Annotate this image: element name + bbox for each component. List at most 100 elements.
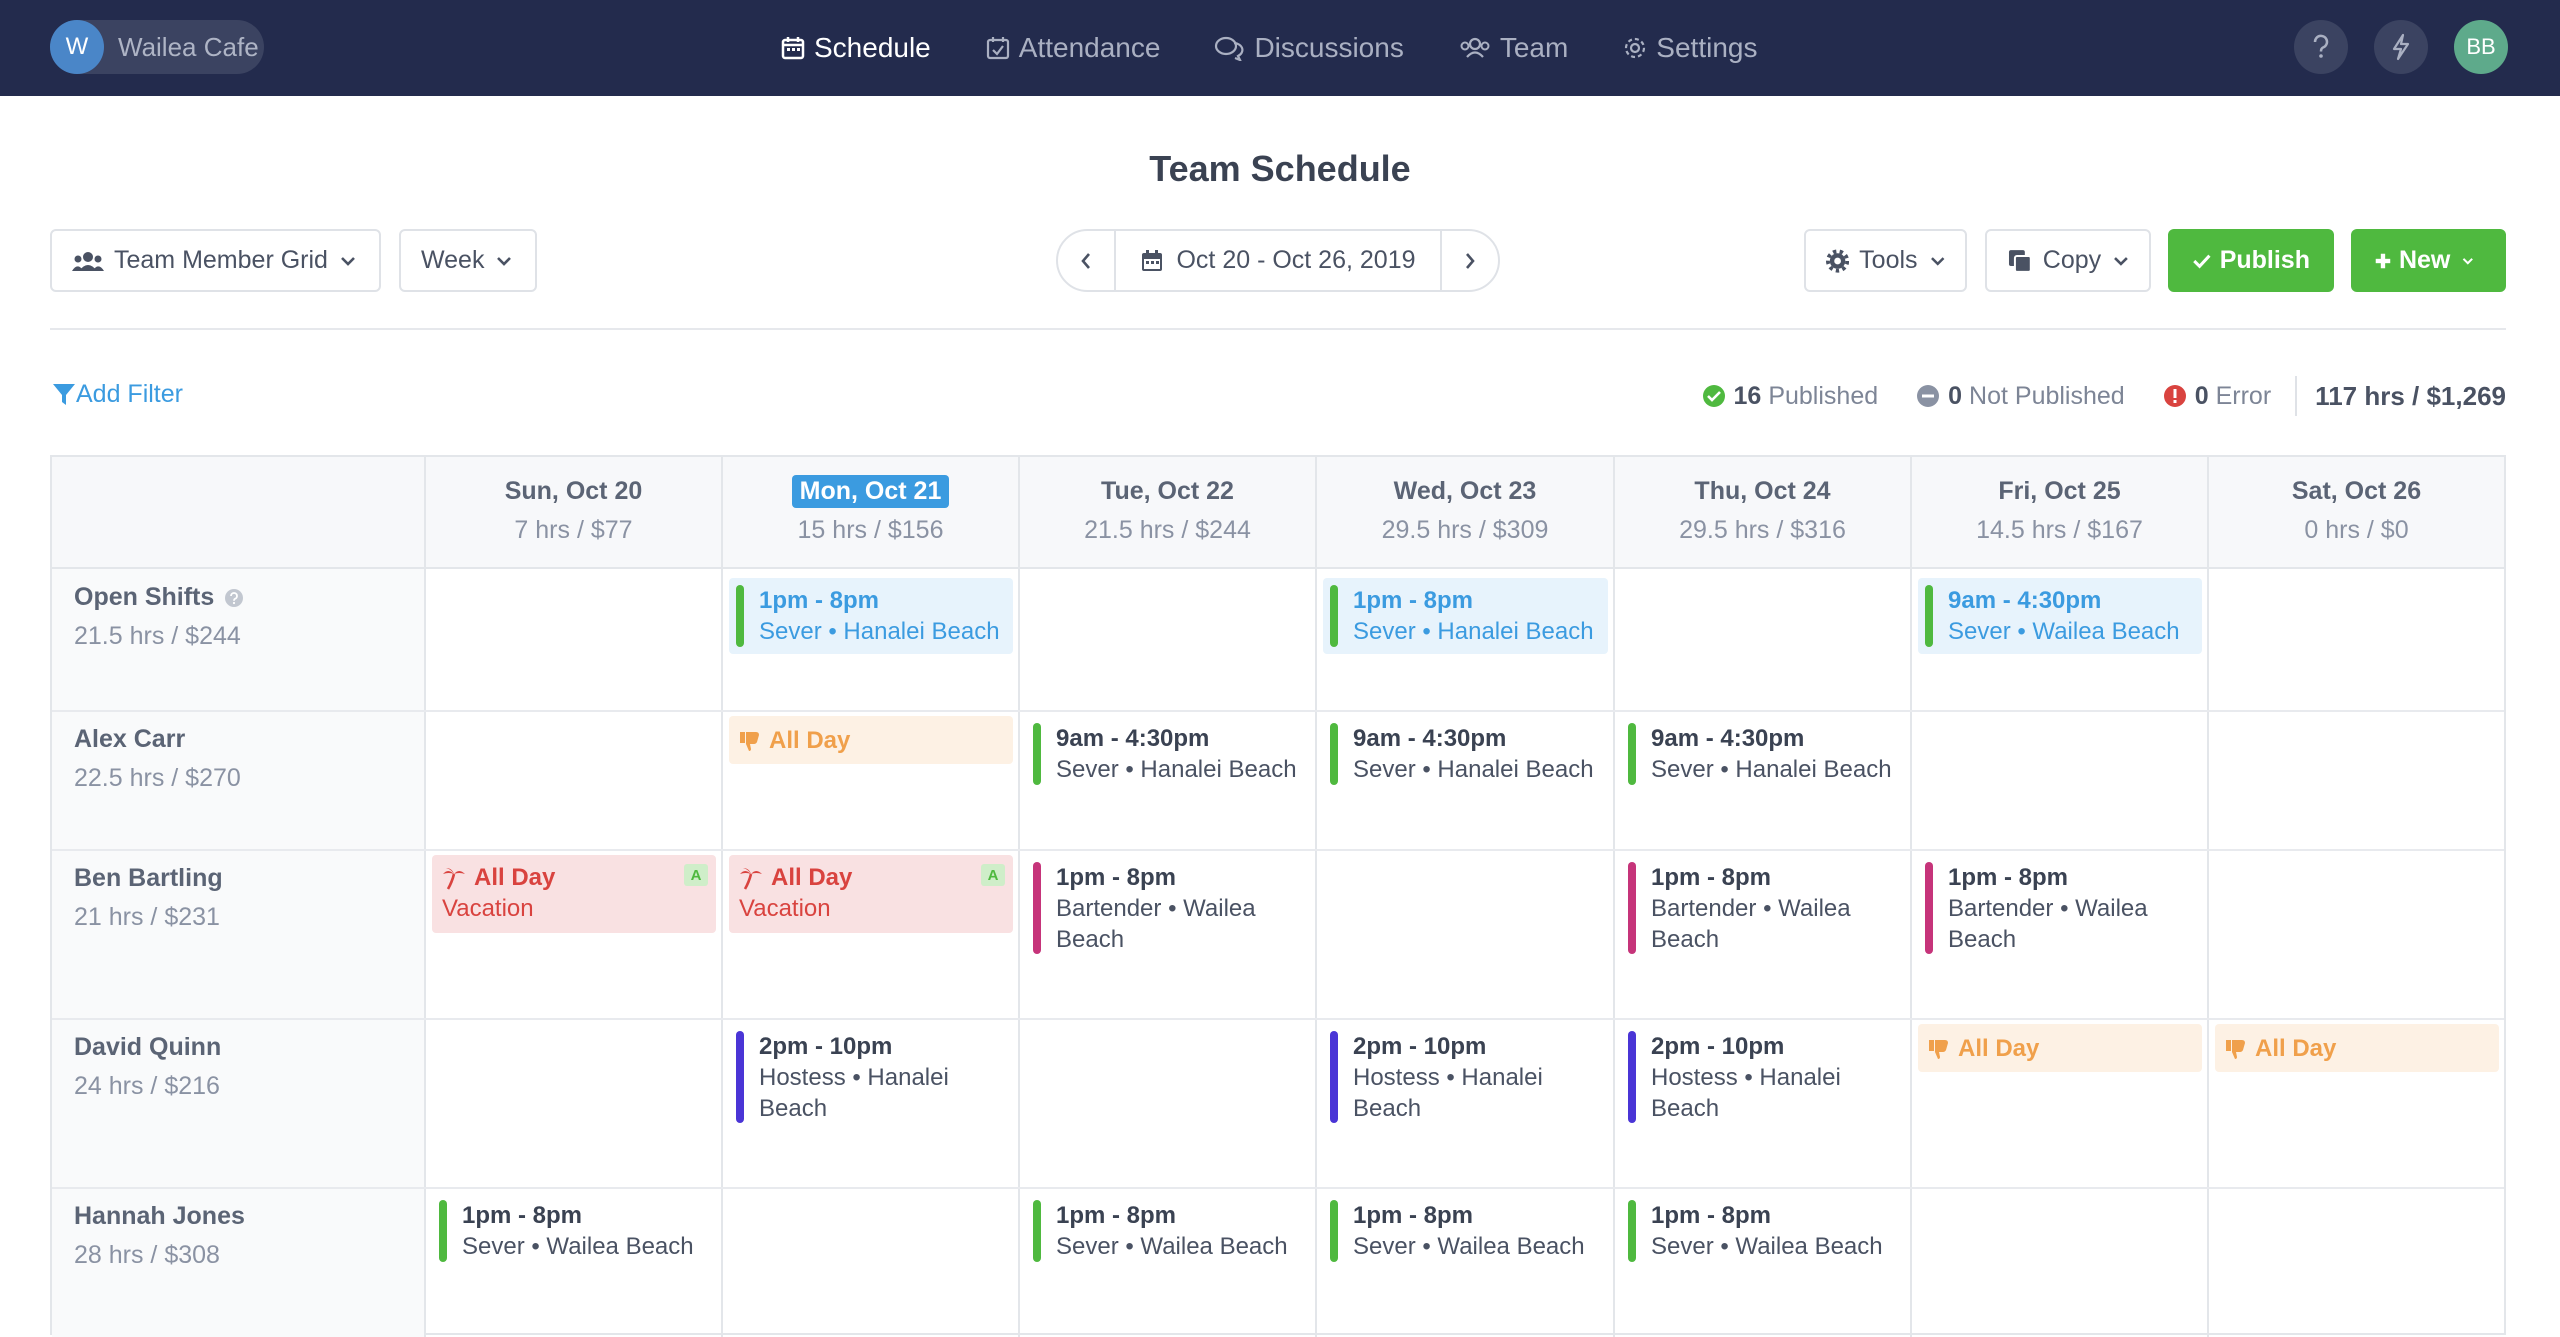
employee-stats: 24 hrs / $216 [74, 1072, 220, 1100]
publish-button[interactable]: Publish [2168, 229, 2334, 292]
user-avatar[interactable]: BB [2454, 20, 2508, 74]
day-name: Sun, Oct 20 [504, 477, 643, 505]
shift-detail: Sever • Wailea Beach [462, 1233, 694, 1260]
org-avatar: W [50, 20, 104, 74]
employee-name: Hannah Jones [74, 1202, 245, 1230]
shift-card[interactable]: 2pm - 10pm Hostess • Hanalei Beach [1323, 1024, 1608, 1130]
employee-ben-bartling[interactable]: Ben Bartling 21 hrs / $231 [74, 864, 223, 932]
shift-card[interactable]: 9am - 4:30pm Sever • Hanalei Beach [1026, 716, 1310, 792]
column-divider [1910, 457, 1912, 1337]
day-name: Fri, Oct 25 [1998, 477, 2121, 505]
position-color-bar [1033, 862, 1041, 954]
error-label: Error [2215, 381, 2272, 410]
nav-schedule[interactable]: Schedule [780, 32, 931, 64]
employee-alex-carr[interactable]: Alex Carr 22.5 hrs / $270 [74, 725, 241, 793]
question-circle-icon[interactable] [224, 588, 244, 608]
help-button[interactable] [2294, 20, 2348, 74]
employee-hannah-jones[interactable]: Hannah Jones 28 hrs / $308 [74, 1202, 245, 1270]
day-header-tue[interactable]: Tue, Oct 22 21.5 hrs / $244 [1020, 457, 1315, 569]
time-off-time: All Day [474, 864, 556, 891]
chevron-left-icon [1081, 252, 1090, 269]
shift-card[interactable]: 9am - 4:30pm Sever • Hanalei Beach [1621, 716, 1905, 792]
day-name: Thu, Oct 24 [1694, 477, 1831, 505]
day-header-mon[interactable]: Mon, Oct 21 15 hrs / $156 [723, 457, 1018, 569]
shift-card[interactable]: 2pm - 10pm Hostess • Hanalei Beach [729, 1024, 1013, 1130]
shift-detail: Sever • Wailea Beach [1353, 1233, 1585, 1260]
column-divider [1315, 457, 1317, 1337]
date-range-label: Oct 20 - Oct 26, 2019 [1176, 246, 1416, 274]
total-hours-cost: 117 hrs / $1,269 [2315, 380, 2506, 411]
position-color-bar [1628, 723, 1636, 785]
calendar-icon [781, 37, 805, 60]
shift-card[interactable]: 1pm - 8pm Bartender • Wailea Beach [1918, 855, 2202, 961]
page-title: Team Schedule [1149, 148, 1411, 189]
copy-dropdown[interactable]: Copy [1985, 229, 2151, 292]
published-stat: 16 Published [1702, 382, 1878, 411]
nav-attendance[interactable]: Attendance [985, 32, 1160, 64]
day-header-thu[interactable]: Thu, Oct 24 29.5 hrs / $316 [1615, 457, 1910, 569]
day-header-sun[interactable]: Sun, Oct 20 7 hrs / $77 [426, 457, 721, 569]
tools-dropdown[interactable]: Tools [1804, 229, 1967, 292]
nav-discussions[interactable]: Discussions [1214, 32, 1404, 64]
shift-detail: Sever • Hanalei Beach [759, 618, 1000, 645]
row-divider [52, 1187, 2504, 1189]
gear-icon [1625, 37, 1646, 59]
position-color-bar [1330, 585, 1338, 647]
shift-card[interactable]: 1pm - 8pm Bartender • Wailea Beach [1026, 855, 1310, 961]
column-divider [1613, 457, 1615, 1337]
employee-name: Open Shifts [74, 583, 215, 611]
column-divider [721, 457, 723, 1337]
whats-new-button[interactable] [2374, 20, 2428, 74]
shift-detail: Sever • Hanalei Beach [1056, 756, 1297, 783]
shift-time: 1pm - 8pm [1353, 587, 1474, 614]
next-week-button[interactable] [1442, 231, 1498, 290]
org-switcher[interactable]: W Wailea Cafe [50, 20, 264, 74]
nav-settings[interactable]: Settings [1622, 32, 1757, 64]
time-off-type: Vacation [442, 895, 534, 922]
unavailable-label: All Day [2255, 1035, 2337, 1062]
unavailability-card[interactable]: All Day [729, 716, 1013, 764]
open-shift-card[interactable]: 1pm - 8pm Sever • Hanalei Beach [1323, 578, 1608, 654]
date-range-picker[interactable]: Oct 20 - Oct 26, 2019 [1114, 231, 1442, 290]
shift-card[interactable]: 9am - 4:30pm Sever • Hanalei Beach [1323, 716, 1608, 792]
employee-david-quinn[interactable]: David Quinn 24 hrs / $216 [74, 1033, 221, 1101]
add-filter-link[interactable]: Add Filter [52, 380, 183, 409]
shift-detail: Sever • Wailea Beach [1056, 1233, 1288, 1260]
time-off-card[interactable]: All Day Vacation A [729, 855, 1013, 933]
shift-card[interactable]: 2pm - 10pm Hostess • Hanalei Beach [1621, 1024, 1905, 1130]
time-off-card[interactable]: All Day Vacation A [432, 855, 716, 933]
thumbs-down-icon [740, 731, 759, 751]
shift-card[interactable]: 1pm - 8pm Sever • Wailea Beach [1323, 1193, 1608, 1269]
day-stats: 0 hrs / $0 [2304, 516, 2409, 544]
day-stats: 14.5 hrs / $167 [1976, 516, 2143, 544]
chevron-down-icon [1930, 256, 1944, 266]
new-dropdown-button[interactable]: New [2351, 229, 2506, 292]
chevron-down-icon [2114, 256, 2128, 266]
unavailability-card[interactable]: All Day [2215, 1024, 2499, 1072]
column-divider [424, 457, 426, 1337]
nav-team[interactable]: Team [1458, 32, 1568, 64]
open-shift-card[interactable]: 1pm - 8pm Sever • Hanalei Beach [729, 578, 1013, 654]
shift-time: 2pm - 10pm [1651, 1033, 1785, 1060]
day-header-fri[interactable]: Fri, Oct 25 14.5 hrs / $167 [1912, 457, 2207, 569]
shift-card[interactable]: 1pm - 8pm Sever • Wailea Beach [1026, 1193, 1310, 1269]
employee-open-shifts[interactable]: Open Shifts 21.5 hrs / $244 [74, 583, 244, 651]
shift-card[interactable]: 1pm - 8pm Sever • Wailea Beach [1621, 1193, 1905, 1269]
unavailability-card[interactable]: All Day [1918, 1024, 2202, 1072]
previous-week-button[interactable] [1058, 231, 1114, 290]
error-count: 0 [2194, 381, 2209, 410]
position-color-bar [439, 1200, 447, 1262]
range-type-dropdown[interactable]: Week [399, 229, 537, 292]
shift-time: 9am - 4:30pm [1353, 725, 1507, 752]
shift-card[interactable]: 1pm - 8pm Sever • Wailea Beach [432, 1193, 716, 1269]
tools-label: Tools [1859, 246, 1918, 274]
shift-time: 2pm - 10pm [759, 1033, 893, 1060]
view-select-dropdown[interactable]: Team Member Grid [50, 229, 381, 292]
approved-badge: A [981, 864, 1005, 886]
day-header-wed[interactable]: Wed, Oct 23 29.5 hrs / $309 [1317, 457, 1613, 569]
employee-stats: 28 hrs / $308 [74, 1241, 220, 1269]
day-header-sat[interactable]: Sat, Oct 26 0 hrs / $0 [2209, 457, 2504, 569]
open-shift-card[interactable]: 9am - 4:30pm Sever • Wailea Beach [1918, 578, 2202, 654]
shift-card[interactable]: 1pm - 8pm Bartender • Wailea Beach [1621, 855, 1905, 961]
position-color-bar [1330, 723, 1338, 785]
